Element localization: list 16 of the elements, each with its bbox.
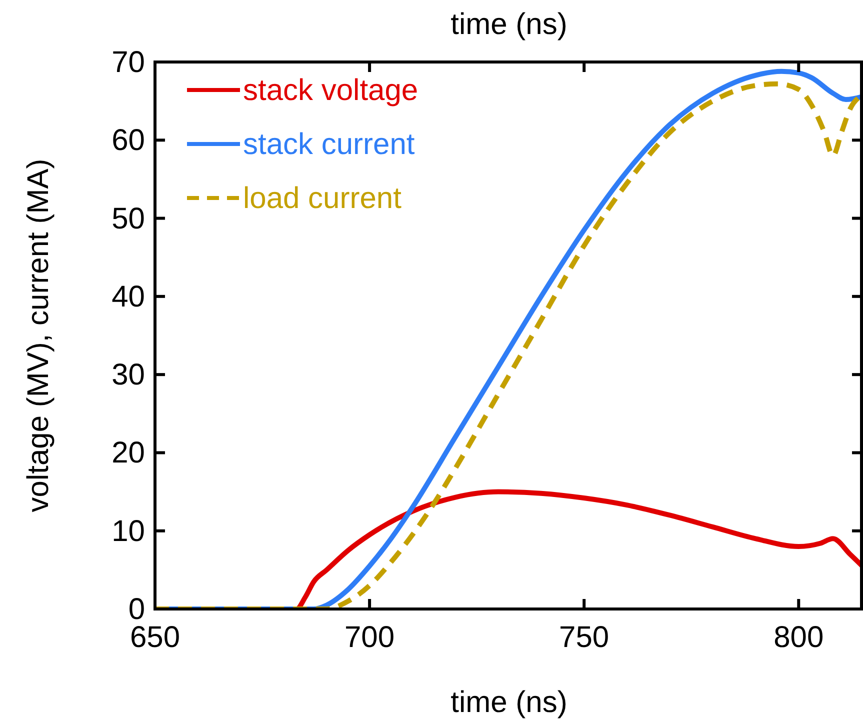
x-tick-label: 700 <box>344 621 395 654</box>
y-tick-label: 60 <box>112 124 145 158</box>
y-tick-label: 70 <box>112 46 145 79</box>
x-tick-label: 800 <box>774 621 824 654</box>
legend-label: load current <box>243 182 402 215</box>
y-tick-label: 40 <box>112 280 145 314</box>
x2-axis-title: time (ns) <box>450 8 568 41</box>
x-tick-label: 750 <box>559 621 610 654</box>
y-tick-label: 50 <box>112 202 145 236</box>
legend-label: stack current <box>243 128 416 161</box>
y-tick-label: 10 <box>112 514 145 548</box>
y-tick-label: 30 <box>112 358 145 392</box>
x-axis-title: time (ns) <box>450 686 568 719</box>
y-tick-label: 20 <box>112 436 145 470</box>
y-axis-title: voltage (MV), current (MA) <box>22 158 55 512</box>
legend-label: stack voltage <box>243 74 418 107</box>
